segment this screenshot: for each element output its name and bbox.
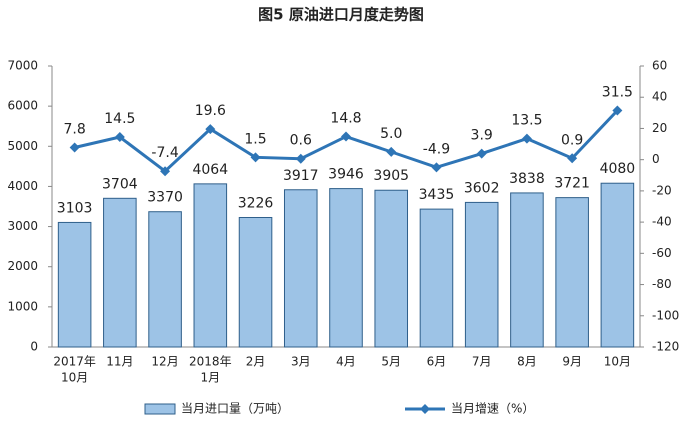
legend-swatch	[420, 404, 430, 414]
bar-label: 3435	[419, 187, 455, 203]
bar	[193, 183, 228, 348]
legend-label: 当月增速（%）	[451, 402, 534, 416]
x-tick-label: 7月	[472, 355, 492, 369]
bar-label: 3838	[509, 171, 545, 187]
bar	[464, 201, 499, 348]
line-label: 14.5	[104, 111, 135, 127]
y2-tick-label: -40	[652, 215, 672, 229]
bar	[419, 208, 454, 348]
x-tick-label: 4月	[336, 355, 356, 369]
bar-label: 3917	[283, 168, 319, 184]
y2-tick-label: 0	[652, 152, 660, 166]
x-tick-label: 5月	[381, 355, 401, 369]
x-tick-label: 10月	[604, 355, 631, 369]
line-marker	[250, 152, 261, 163]
y-tick-label: 0	[30, 340, 38, 354]
line-marker	[69, 142, 80, 153]
line-label: 31.5	[602, 84, 633, 100]
bar	[283, 189, 318, 348]
bar	[374, 189, 409, 348]
y-tick-label: 2000	[7, 259, 38, 273]
bar-label: 4064	[192, 162, 228, 178]
y2-tick-label: 40	[652, 90, 667, 104]
line-label: 19.6	[195, 103, 226, 119]
bar-label: 3226	[238, 195, 274, 211]
y2-tick-label: -100	[652, 308, 679, 322]
bar	[555, 197, 589, 348]
x-tick-label: 12月	[151, 355, 178, 369]
y2-tick-label: 60	[652, 59, 667, 73]
bar-label: 3602	[464, 180, 500, 196]
line-marker	[341, 131, 351, 142]
x-tick-label: 1月	[200, 371, 220, 385]
y-tick-label: 3000	[7, 219, 38, 233]
x-tick-label: 2月	[246, 355, 266, 369]
line-marker	[205, 124, 216, 135]
bar	[510, 192, 544, 348]
bar	[238, 216, 273, 348]
legend-swatch	[144, 403, 176, 415]
bar-label: 3103	[57, 200, 93, 216]
y2-tick-label: -20	[652, 183, 672, 197]
x-tick-label: 11月	[106, 355, 133, 369]
line-label: 0.9	[561, 132, 583, 148]
line-label: -7.4	[151, 145, 178, 161]
x-tick-label: 9月	[562, 355, 582, 369]
chart-title: 图5 原油进口月度走势图	[258, 6, 424, 24]
line-label: 5.0	[380, 126, 402, 142]
line-label: 7.8	[63, 121, 85, 137]
line-label: 1.5	[244, 131, 266, 147]
x-tick-label: 10月	[61, 371, 88, 385]
bar-label: 3905	[373, 168, 409, 184]
bar	[57, 221, 92, 348]
legend-label: 当月进口量（万吨）	[181, 402, 289, 416]
line-marker	[114, 132, 125, 143]
line-label: 14.8	[330, 111, 361, 127]
line-marker	[567, 153, 578, 164]
line-label: 13.5	[511, 113, 542, 129]
line-label: -4.9	[423, 141, 450, 157]
bar-label: 3721	[554, 176, 590, 192]
line-marker	[521, 133, 532, 144]
y-tick-label: 4000	[7, 179, 38, 193]
line-marker	[431, 162, 442, 173]
x-tick-label: 6月	[427, 355, 447, 369]
bar-label: 4080	[600, 161, 636, 177]
bar	[148, 211, 182, 348]
bar	[103, 197, 137, 348]
y2-tick-label: -60	[652, 246, 672, 260]
line-marker	[295, 153, 306, 164]
bar-label: 3704	[102, 176, 138, 192]
line-marker	[160, 166, 171, 177]
x-tick-label: 8月	[517, 355, 537, 369]
y-tick-label: 7000	[7, 59, 38, 73]
line-marker	[612, 105, 623, 116]
y-tick-label: 1000	[7, 299, 38, 313]
y2-tick-label: -120	[652, 340, 679, 354]
bar-label: 3370	[147, 190, 183, 206]
line-marker	[386, 146, 397, 157]
y2-tick-label: -80	[652, 277, 672, 291]
x-tick-label: 3月	[291, 355, 311, 369]
x-tick-label: 2017年	[53, 355, 96, 369]
bar-label: 3946	[328, 167, 364, 183]
y-tick-label: 5000	[7, 139, 38, 153]
line-marker	[476, 148, 487, 159]
y2-tick-label: 20	[652, 121, 667, 135]
bar	[329, 188, 363, 348]
x-tick-label: 2018年	[189, 355, 232, 369]
line-label: 0.6	[290, 133, 312, 149]
line-label: 3.9	[471, 128, 493, 144]
y-tick-label: 6000	[7, 99, 38, 113]
bar	[600, 182, 635, 348]
